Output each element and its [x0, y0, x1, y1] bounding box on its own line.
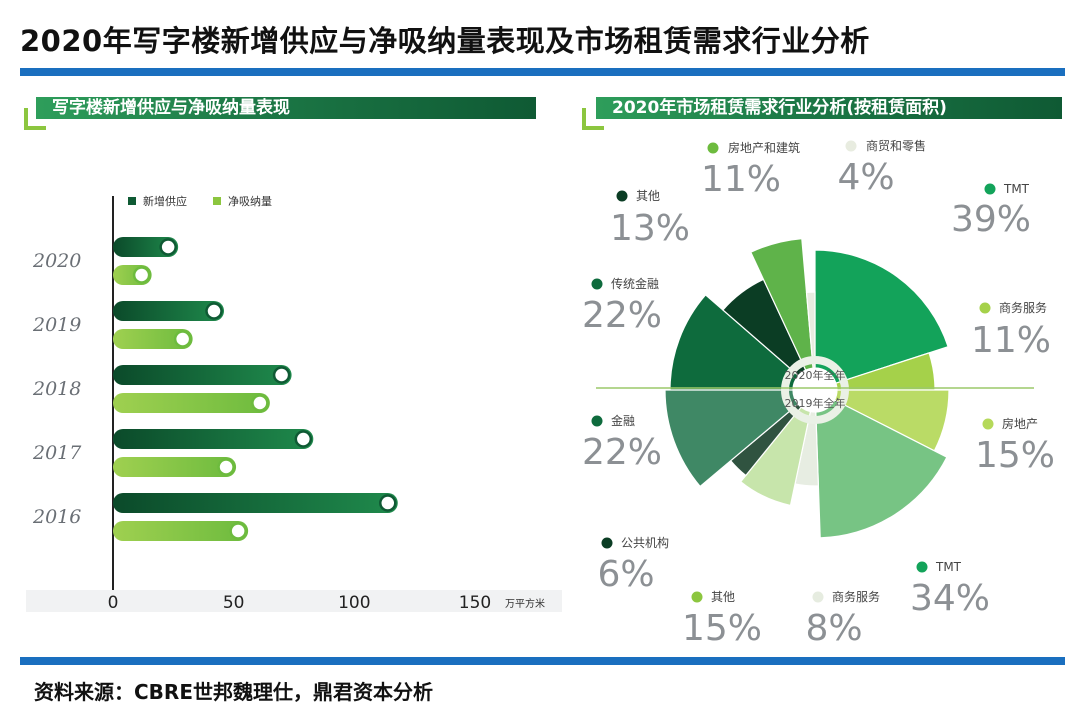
source-note: 资料来源：CBRE世邦魏理仕，鼎君资本分析 [34, 680, 433, 704]
pie2019-legend-dot-其他 [691, 591, 703, 603]
x-tick-100: 100 [338, 593, 370, 613]
pie2020-percent-房地产和建筑: 11% [701, 159, 781, 200]
pie2019-label-其他: 其他 [711, 590, 735, 604]
pie2019-label-房地产: 房地产 [1002, 416, 1038, 431]
x-tick-50: 50 [223, 593, 245, 613]
pie2019-legend-dot-金融 [591, 415, 603, 427]
year-label-2019: 2019 [32, 314, 81, 336]
pie2019-percent-其他: 15% [682, 608, 762, 649]
pie2019-legend-dot-公共机构 [601, 537, 613, 549]
bar-supply-2019 [113, 301, 225, 321]
pie2019-percent-金融: 22% [582, 432, 662, 473]
left-section-title: 写字楼新增供应与净吸纳量表现 [36, 97, 536, 119]
pie2019-label-TMT: TMT [935, 560, 962, 574]
year-label-2016: 2016 [32, 506, 81, 528]
bottom-divider [20, 657, 1065, 665]
x-tick-0: 0 [108, 593, 119, 613]
legend-label-absorption: 净吸纳量 [228, 194, 272, 208]
period-label-2019: 2019年全年 [785, 396, 846, 410]
bar-end-marker-absorption-2019 [173, 330, 192, 348]
bar-supply-2018 [113, 365, 292, 385]
legend-swatch-supply [128, 197, 136, 205]
pie2019-percent-房地产: 15% [975, 435, 1055, 476]
period-label-2020: 2020年全年 [785, 368, 846, 382]
pie2019-percent-公共机构: 6% [597, 554, 654, 595]
bar-end-marker-supply-2016 [379, 494, 397, 512]
page-title: 2020年写字楼新增供应与净吸纳量表现及市场租赁需求行业分析 [20, 24, 870, 58]
pie2020-legend-dot-传统金融 [591, 278, 603, 290]
pie2020-legend-dot-商务服务 [979, 302, 991, 314]
x-unit-label: 万平方米 [505, 597, 545, 610]
pie2019-label-商务服务: 商务服务 [832, 589, 880, 604]
bar-absorption-2018 [113, 393, 270, 413]
pie2020-legend-dot-TMT [984, 183, 996, 195]
pie2020-percent-商务服务: 11% [971, 320, 1051, 361]
year-label-2018: 2018 [32, 378, 81, 400]
pie-center-hole [793, 368, 837, 412]
pie2020-percent-TMT: 39% [951, 199, 1031, 240]
year-label-2020: 2020 [32, 250, 81, 272]
pie2020-label-房地产和建筑: 房地产和建筑 [728, 140, 800, 155]
pie2020-label-商贸和零售: 商贸和零售 [866, 138, 926, 153]
pie2019-percent-TMT: 34% [910, 578, 990, 619]
year-label-2017: 2017 [32, 442, 82, 464]
pie2019-percent-商务服务: 8% [805, 608, 862, 649]
x-axis-band [26, 590, 562, 612]
pie2019-legend-dot-房地产 [982, 418, 994, 430]
pie-center-ring [781, 356, 849, 424]
bar-absorption-2016 [113, 521, 249, 541]
pie2019-legend-dot-商务服务 [812, 591, 824, 603]
top-divider [20, 68, 1065, 76]
bar-end-marker-absorption-2018 [251, 394, 269, 412]
bar-end-marker-absorption-2017 [217, 458, 235, 476]
bar-end-marker-supply-2019 [205, 302, 223, 320]
left-corner-decoration [24, 108, 46, 130]
pie2020-label-传统金融: 传统金融 [611, 276, 659, 291]
x-tick-150: 150 [459, 593, 491, 613]
pie2020-label-其他: 其他 [636, 189, 660, 203]
bar-absorption-2019 [113, 329, 193, 349]
pie2020-percent-其他: 13% [610, 208, 690, 249]
pie2020-percent-商贸和零售: 4% [837, 157, 894, 198]
bar-end-marker-supply-2017 [294, 430, 313, 448]
pie2020-legend-dot-商贸和零售 [845, 140, 857, 152]
pie2020-label-商务服务: 商务服务 [999, 300, 1047, 315]
pie2020-legend-dot-其他 [616, 190, 628, 202]
legend-label-supply: 新增供应 [143, 194, 187, 208]
bar-end-marker-absorption-2016 [229, 522, 247, 540]
bar-end-marker-absorption-2020 [132, 266, 151, 284]
pie2020-legend-dot-房地产和建筑 [707, 142, 719, 154]
right-section-title: 2020年市场租赁需求行业分析(按租赁面积) [596, 97, 1062, 119]
pie2019-label-金融: 金融 [611, 413, 635, 428]
pie2019-legend-dot-TMT [916, 561, 928, 573]
bar-end-marker-supply-2018 [272, 366, 291, 384]
bar-supply-2017 [113, 429, 314, 449]
legend-swatch-absorption [213, 197, 221, 205]
pie2020-percent-传统金融: 22% [582, 295, 662, 336]
pie2019-label-公共机构: 公共机构 [621, 535, 669, 550]
bar-supply-2016 [113, 493, 398, 513]
bar-end-marker-supply-2020 [159, 238, 177, 256]
right-corner-decoration [582, 108, 604, 130]
pie2020-label-TMT: TMT [1003, 182, 1030, 196]
bar-absorption-2017 [113, 457, 237, 477]
